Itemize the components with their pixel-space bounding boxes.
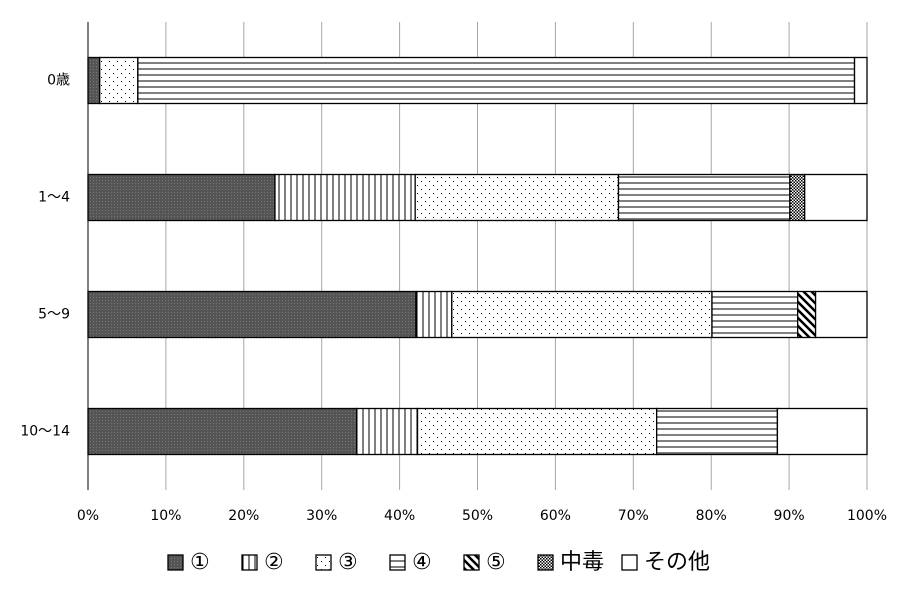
x-tick-label: 10% bbox=[150, 508, 181, 524]
x-tick-label: 20% bbox=[228, 508, 259, 524]
x-tick-label: 60% bbox=[540, 508, 571, 524]
legend-label: ① bbox=[190, 550, 210, 575]
legend-label: ⑤ bbox=[486, 550, 506, 575]
bar-segment bbox=[356, 407, 419, 456]
bar-segment bbox=[451, 290, 713, 339]
x-tick-label: 100% bbox=[847, 508, 887, 524]
bar-segment bbox=[797, 290, 817, 339]
bar-segment bbox=[99, 56, 139, 105]
bar-segment bbox=[776, 407, 868, 456]
legend-label: ② bbox=[264, 550, 284, 575]
bar-segment bbox=[416, 407, 658, 456]
bar-segment bbox=[415, 290, 453, 339]
x-tick-label: 90% bbox=[774, 508, 805, 524]
legend-label: ③ bbox=[338, 550, 358, 575]
bar-segment bbox=[137, 56, 856, 105]
legend-swatch bbox=[463, 554, 480, 571]
legend-label: 中毒 bbox=[560, 550, 604, 575]
y-tick-label: 10〜14 bbox=[20, 424, 70, 440]
legend-swatch bbox=[241, 554, 258, 571]
legend-swatch bbox=[537, 554, 554, 571]
y-tick-label: 1〜4 bbox=[38, 190, 70, 206]
x-tick-label: 40% bbox=[384, 508, 415, 524]
bar-segment bbox=[617, 173, 791, 222]
legend-swatch bbox=[621, 554, 638, 571]
y-tick-label: 0歳 bbox=[47, 73, 70, 89]
bar-segment bbox=[87, 56, 101, 105]
bar-segment bbox=[87, 290, 417, 339]
bar-segment bbox=[274, 173, 416, 222]
bar-segment bbox=[87, 173, 276, 222]
y-tick-label: 5〜9 bbox=[38, 307, 70, 323]
bar-segment bbox=[814, 290, 868, 339]
legend-swatch bbox=[167, 554, 184, 571]
bar-segment bbox=[804, 173, 868, 222]
x-tick-label: 50% bbox=[462, 508, 493, 524]
x-tick-label: 0% bbox=[77, 508, 99, 524]
x-tick-label: 70% bbox=[618, 508, 649, 524]
legend-swatch bbox=[389, 554, 406, 571]
bar-segment bbox=[789, 173, 806, 222]
legend-swatch bbox=[315, 554, 332, 571]
x-tick-label: 30% bbox=[306, 508, 337, 524]
x-tick-label: 80% bbox=[696, 508, 727, 524]
bar-segment bbox=[656, 407, 779, 456]
bar-segment bbox=[87, 407, 358, 456]
legend-label: ④ bbox=[412, 550, 432, 575]
bar-segment bbox=[414, 173, 620, 222]
legend-label: その他 bbox=[644, 550, 710, 575]
bar-segment bbox=[853, 56, 868, 105]
bar-segment bbox=[711, 290, 799, 339]
